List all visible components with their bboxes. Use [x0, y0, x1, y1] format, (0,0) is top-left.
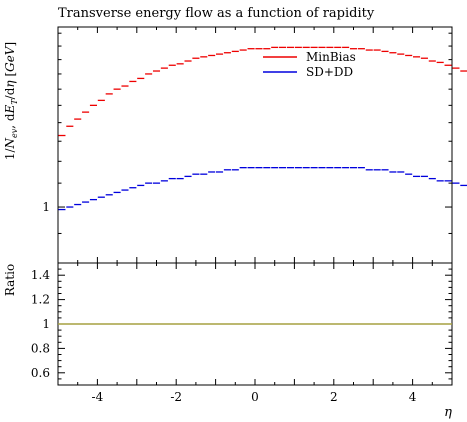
ratio-axis-ticks: -4 -2 0 2 4 0.6 0.8 1 1.2 1.4 [31, 263, 453, 404]
series-layer [58, 46, 467, 211]
x-tick-label: 0 [251, 390, 259, 404]
legend-label-minbias: MinBias [306, 50, 356, 64]
ratio-y-tick-label: 1 [42, 317, 50, 331]
ratio-y-tick-label: 1.2 [31, 293, 50, 307]
x-tick-label: 4 [409, 390, 417, 404]
main-y-tick-label: 1 [42, 200, 50, 214]
legend-label-sd-dd: SD+DD [306, 65, 353, 79]
x-tick-label: 2 [330, 390, 338, 404]
main-panel-frame [57, 26, 453, 264]
main-axis-ticks: 1 [42, 27, 453, 263]
ratio-axis-label: Ratio [3, 264, 17, 296]
series-minbias [58, 46, 467, 137]
y-axis-label: 1/Nev, dET/dη [GeV] [3, 42, 19, 160]
ratio-y-tick-label: 0.6 [31, 366, 50, 380]
chart-title: Transverse energy flow as a function of … [58, 6, 375, 21]
ratio-y-tick-label: 0.8 [31, 341, 50, 355]
x-tick-label: -2 [170, 390, 182, 404]
legend: MinBias SD+DD [263, 50, 356, 79]
x-axis-label: η [444, 405, 452, 420]
ratio-y-tick-label: 1.4 [31, 268, 50, 282]
series-sd-dd [58, 167, 467, 211]
x-tick-label: -4 [92, 390, 104, 404]
